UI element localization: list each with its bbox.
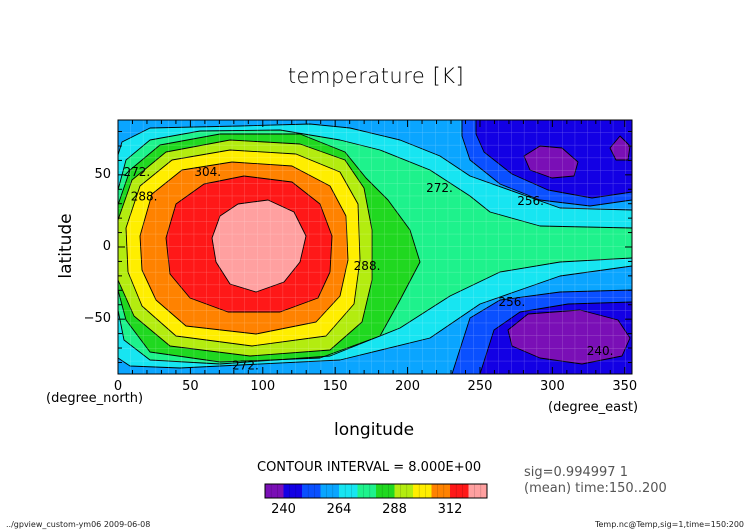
colorbar-label: 312 xyxy=(437,502,463,517)
y-tick-label: 50 xyxy=(94,166,111,182)
x-axis-unit: (degree_east) xyxy=(548,400,639,415)
x-tick-label: 300 xyxy=(539,379,565,394)
contour-labels: 272. 288. 304. 272. 256. 288. 256. 272. 240. xyxy=(123,165,614,372)
contour-label: 304. xyxy=(194,165,221,179)
axis-ticks xyxy=(117,120,632,374)
colorbar-swatch xyxy=(450,484,469,498)
sigma-note: sig=0.994997 1 xyxy=(524,465,628,480)
y-tick-label: −50 xyxy=(83,311,111,327)
y-axis-title: latitude xyxy=(56,213,76,279)
x-tick-label: 100 xyxy=(250,379,276,394)
colorbar-swatch xyxy=(283,484,303,498)
y-axis-unit: (degree_north) xyxy=(46,391,144,406)
colorbar-label: 264 xyxy=(326,502,352,517)
y-tick-label: 0 xyxy=(102,239,111,254)
contour-label: 240. xyxy=(587,344,614,358)
footer-left-text: ../gpview_custom-ym06 2009-06-08 xyxy=(6,520,151,529)
footer-right-text: Temp.nc@Temp,sig=1,time=150:200 xyxy=(594,520,744,529)
colorbar-swatch xyxy=(265,484,284,498)
contour-label: 288. xyxy=(354,259,381,273)
colorbar xyxy=(264,483,488,499)
x-tick-label: 200 xyxy=(395,379,420,394)
colorbar-swatch xyxy=(394,484,414,498)
x-tick-label: 150 xyxy=(322,379,348,394)
colorbar-swatch xyxy=(302,484,321,498)
x-tick-label: 0 xyxy=(113,379,123,394)
x-tick-label: 50 xyxy=(182,379,199,394)
colorbar-swatch xyxy=(376,484,395,498)
colorbar-swatch xyxy=(413,484,432,498)
colorbar-frame xyxy=(264,483,488,499)
x-tick-label: 350 xyxy=(612,379,638,394)
time-mean-note: (mean) time:150..200 xyxy=(524,481,667,496)
contour-label: 272. xyxy=(426,181,453,195)
colorbar-label: 288 xyxy=(382,502,407,517)
chart-title: temperature [K] xyxy=(287,64,465,88)
colorbar-swatch xyxy=(431,484,451,498)
contour-label: 288. xyxy=(131,189,158,203)
colorbar-swatch xyxy=(357,484,377,498)
contour-fill-area xyxy=(118,120,632,374)
colorbar-swatch xyxy=(339,484,358,498)
x-axis-title: longitude xyxy=(334,420,415,440)
colorbar-swatch xyxy=(320,484,340,498)
x-tick-label: 250 xyxy=(467,379,493,394)
grid-overlay xyxy=(118,120,632,374)
contour-label: 272. xyxy=(123,165,150,179)
contour-label: 272. xyxy=(232,358,259,372)
contour-label: 256. xyxy=(517,194,544,208)
contour-interval-text: CONTOUR INTERVAL = 8.000E+00 xyxy=(257,460,482,475)
contour-label: 256. xyxy=(498,295,525,309)
colorbar-swatch xyxy=(468,484,488,498)
colorbar-label: 240 xyxy=(271,502,296,517)
